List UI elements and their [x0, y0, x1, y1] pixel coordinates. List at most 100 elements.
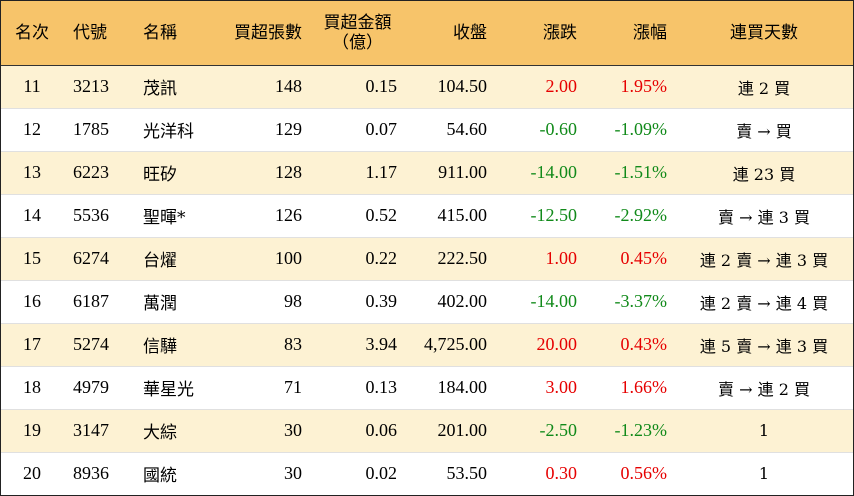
consecutive-days-cell: 連 5 賣 → 連 3 買	[675, 322, 853, 366]
close-cell: 911.00	[405, 150, 495, 194]
code-cell: 6274	[63, 236, 133, 280]
rank-cell: 12	[1, 107, 63, 151]
net-buy-lots-cell: 148	[275, 76, 302, 96]
code-cell: 6223	[63, 150, 133, 194]
net-buy-lots-cell: 126	[223, 193, 310, 237]
code-cell: 1785	[63, 107, 133, 151]
net-buy-amount-cell: 0.07	[310, 107, 405, 151]
net-buy-amount-cell: 0.15	[365, 76, 398, 96]
rank-cell: 17	[1, 322, 63, 366]
name-cell: 國統	[133, 451, 223, 495]
net-buy-amount-cell: 0.39	[310, 279, 405, 323]
close-cell: 54.60	[405, 107, 495, 151]
net-buy-lots-cell: 71	[223, 365, 310, 409]
rank-cell: 14	[1, 193, 63, 237]
change-pct-cell: 0.45%	[585, 236, 675, 280]
table-header-row: 名次 代號 名稱 買超張數 買超金額 （億） 收盤 漲跌 漲幅 連買天數	[1, 1, 853, 66]
net-buy-lots-cell: 30	[223, 408, 310, 452]
close-cell: 4,725.00	[405, 322, 495, 366]
change-cell: -0.60	[495, 107, 585, 151]
change-cell: 3.00	[495, 365, 585, 409]
header-net-buy-lots: 買超張數	[223, 1, 310, 66]
rank-cell: 20	[1, 451, 63, 495]
header-close: 收盤	[405, 1, 495, 66]
rank-cell: 13	[1, 150, 63, 194]
change-pct-cell: 0.43%	[585, 322, 675, 366]
net-buy-amount-cell: 3.94	[310, 322, 405, 366]
table-row: 13 6223 旺矽 128 1.17 911.00 -14.00 -1.51% 連 23 買	[1, 150, 853, 194]
name-cell: 茂訊	[143, 79, 177, 99]
rank-cell: 15	[1, 236, 63, 280]
header-name: 名稱	[133, 1, 223, 66]
close-cell: 53.50	[405, 451, 495, 495]
rank-cell: 19	[1, 408, 63, 452]
name-cell: 信驊	[133, 322, 223, 366]
table-row: 18 4979 華星光 71 0.13 184.00 3.00 1.66% 賣 → 連 2 買	[1, 365, 853, 409]
name-cell: 光洋科	[133, 107, 223, 151]
table-row: 11 3213 茂訊 148 0.15 104.50 2.00 1.95% 連 2 買	[1, 65, 853, 108]
table-row: 19 3147 大綜 30 0.06 201.00 -2.50 -1.23% 1	[1, 408, 853, 452]
close-cell: 184.00	[405, 365, 495, 409]
code-cell: 4979	[63, 365, 133, 409]
change-pct-cell: -1.09%	[585, 107, 675, 151]
consecutive-days-cell: 連 2 買	[737, 78, 791, 98]
net-buy-lots-cell: 30	[223, 451, 310, 495]
close-cell: 222.50	[405, 236, 495, 280]
consecutive-days-cell: 賣 → 連 2 買	[675, 365, 853, 409]
name-cell: 台燿	[133, 236, 223, 280]
net-buy-lots-cell: 129	[223, 107, 310, 151]
net-buy-amount-cell: 0.52	[310, 193, 405, 237]
header-change-pct: 漲幅	[585, 1, 675, 66]
net-buy-lots-cell: 98	[223, 279, 310, 323]
consecutive-days-cell: 1	[675, 408, 853, 452]
change-cell: -14.00	[495, 150, 585, 194]
consecutive-days-cell: 連 2 賣 → 連 3 買	[675, 236, 853, 280]
table-row: 12 1785 光洋科 129 0.07 54.60 -0.60 -1.09% 賣 → 買	[1, 107, 853, 151]
change-pct-cell: 1.66%	[585, 365, 675, 409]
code-cell: 8936	[63, 451, 133, 495]
header-consecutive-days: 連買天數	[675, 1, 853, 66]
table-row: 16 6187 萬潤 98 0.39 402.00 -14.00 -3.37% 連 2 賣 → …	[1, 279, 853, 323]
name-cell: 萬潤	[133, 279, 223, 323]
change-pct-cell: 0.56%	[585, 451, 675, 495]
close-cell: 415.00	[405, 193, 495, 237]
change-pct-cell: -2.92%	[585, 193, 675, 237]
code-cell: 3213	[73, 76, 109, 96]
name-cell: 華星光	[133, 365, 223, 409]
consecutive-days-cell: 連 2 賣 → 連 4 買	[675, 279, 853, 323]
table-row: 14 5536 聖暉* 126 0.52 415.00 -12.50 -2.92% 賣 → 連 …	[1, 193, 853, 237]
header-net-buy-amount-line1: 買超金額	[323, 12, 392, 33]
change-cell: -2.50	[495, 408, 585, 452]
table-row: 20 8936 國統 30 0.02 53.50 0.30 0.56% 1	[1, 451, 853, 495]
code-cell: 6187	[63, 279, 133, 323]
change-pct-cell: -1.23%	[585, 408, 675, 452]
rank-cell: 16	[1, 279, 63, 323]
name-cell: 大綜	[133, 408, 223, 452]
net-buy-lots-cell: 100	[223, 236, 310, 280]
code-cell: 3147	[63, 408, 133, 452]
change-pct-cell: 1.95%	[620, 76, 668, 96]
header-rank: 名次	[1, 1, 63, 66]
code-cell: 5536	[63, 193, 133, 237]
net-buy-amount-cell: 0.06	[310, 408, 405, 452]
net-buy-lots-cell: 83	[223, 322, 310, 366]
rank-cell: 18	[1, 365, 63, 409]
consecutive-days-cell: 賣 → 買	[675, 107, 853, 151]
change-pct-cell: -1.51%	[585, 150, 675, 194]
change-cell: -14.00	[495, 279, 585, 323]
change-cell: -12.50	[495, 193, 585, 237]
close-cell: 104.50	[437, 76, 488, 96]
change-pct-cell: -3.37%	[585, 279, 675, 323]
header-net-buy-amount-line2: （億）	[332, 32, 383, 53]
net-buy-lots-cell: 128	[223, 150, 310, 194]
consecutive-days-cell: 1	[675, 451, 853, 495]
name-cell: 聖暉*	[133, 193, 223, 237]
header-change: 漲跌	[495, 1, 585, 66]
change-cell: 0.30	[495, 451, 585, 495]
net-buy-amount-cell: 0.13	[310, 365, 405, 409]
header-code: 代號	[63, 1, 133, 66]
table-row: 17 5274 信驊 83 3.94 4,725.00 20.00 0.43% 連 5 賣 → …	[1, 322, 853, 366]
close-cell: 201.00	[405, 408, 495, 452]
net-buy-amount-cell: 0.22	[310, 236, 405, 280]
